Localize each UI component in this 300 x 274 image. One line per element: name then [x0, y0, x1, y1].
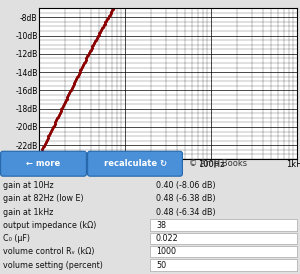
- Text: volume setting (percent): volume setting (percent): [3, 261, 103, 270]
- Text: volume control Rᵥ (kΩ): volume control Rᵥ (kΩ): [3, 247, 94, 256]
- Text: gain at 10Hz: gain at 10Hz: [3, 181, 54, 190]
- Text: gain at 1kHz: gain at 1kHz: [3, 207, 53, 216]
- Text: 0.022: 0.022: [156, 234, 179, 243]
- Text: C₀ (μF): C₀ (μF): [3, 234, 30, 243]
- Text: ← more: ← more: [26, 159, 61, 168]
- Text: recalculate ↻: recalculate ↻: [103, 159, 166, 168]
- Text: 38: 38: [156, 221, 166, 230]
- Text: 0.40 (-8.06 dB): 0.40 (-8.06 dB): [156, 181, 216, 190]
- Text: 0.48 (-6.38 dB): 0.48 (-6.38 dB): [156, 194, 216, 203]
- Text: © Amp Books: © Amp Books: [189, 159, 247, 168]
- Text: gain at 82Hz (low E): gain at 82Hz (low E): [3, 194, 84, 203]
- Text: 50: 50: [156, 261, 166, 270]
- Text: 0.48 (-6.34 dB): 0.48 (-6.34 dB): [156, 207, 216, 216]
- Text: output impedance (kΩ): output impedance (kΩ): [3, 221, 96, 230]
- Text: 1000: 1000: [156, 247, 176, 256]
